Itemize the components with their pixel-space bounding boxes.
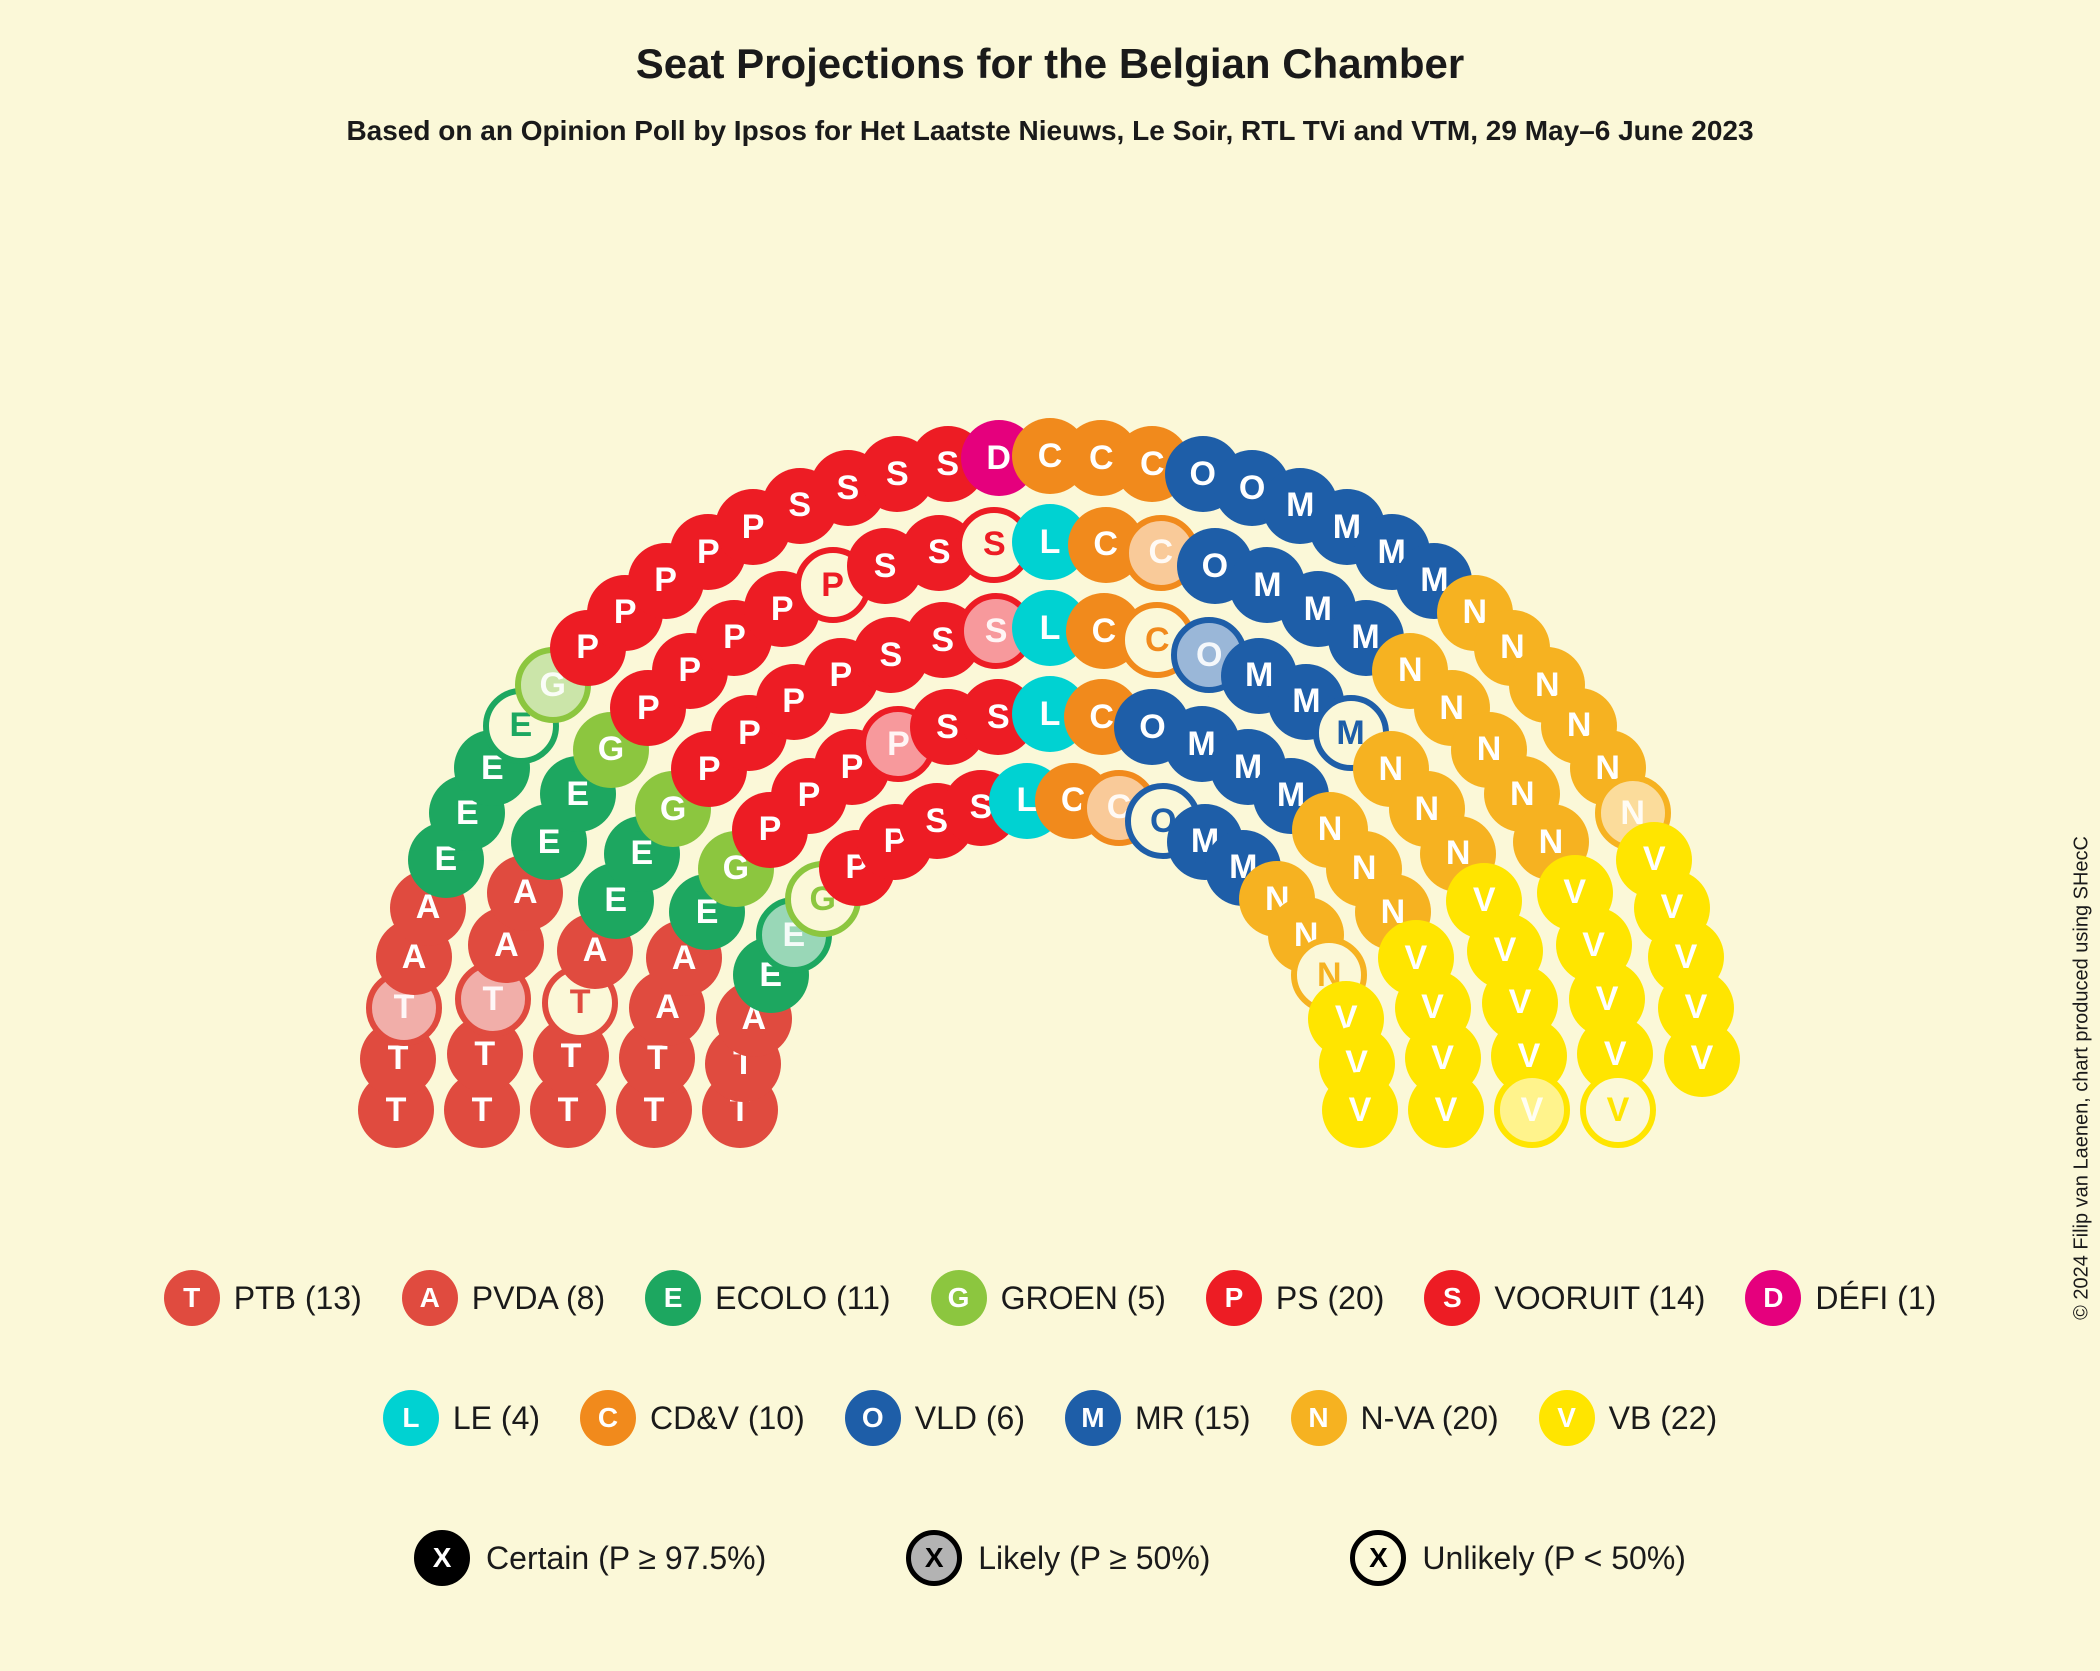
seat-vb: V xyxy=(1664,1021,1740,1097)
legend-swatch-vb: V xyxy=(1539,1390,1595,1446)
legend-swatch-nva: N xyxy=(1291,1390,1347,1446)
page-title: Seat Projections for the Belgian Chamber xyxy=(0,40,2100,88)
legend-label-le: LE (4) xyxy=(453,1400,540,1437)
legend-label-mr: MR (15) xyxy=(1135,1400,1251,1437)
seat-vb: V xyxy=(1494,1072,1570,1148)
legend-item-vb: V VB (22) xyxy=(1539,1390,1717,1446)
page-subtitle: Based on an Opinion Poll by Ipsos for He… xyxy=(0,115,2100,147)
legend-label-ptb: PTB (13) xyxy=(234,1280,362,1317)
legend-item-ecolo: E ECOLO (11) xyxy=(645,1270,890,1326)
prob-label-likely: Likely (P ≥ 50%) xyxy=(978,1540,1210,1577)
legend-item-ptb: T PTB (13) xyxy=(164,1270,362,1326)
credit-text: © 2024 Filip van Laenen, chart produced … xyxy=(2071,836,2094,1320)
legend-label-cdv: CD&V (10) xyxy=(650,1400,805,1437)
legend-item-mr: M MR (15) xyxy=(1065,1390,1251,1446)
legend-label-ecolo: ECOLO (11) xyxy=(715,1280,890,1317)
legend-label-pvda: PVDA (8) xyxy=(472,1280,605,1317)
party-legend-row2: L LE (4) C CD&V (10) O VLD (6) M MR (15) N N-VA (… xyxy=(0,1390,2100,1446)
legend-label-ps: PS (20) xyxy=(1276,1280,1384,1317)
prob-swatch-likely: X xyxy=(906,1530,962,1586)
hemicycle-chart: TTTTTTTTTTTTTAAAAAAAAEEEEEEEEEEEGGGGGPPP… xyxy=(210,210,1890,1110)
legend-swatch-groen: G xyxy=(931,1270,987,1326)
prob-legend-certain: X Certain (P ≥ 97.5%) xyxy=(414,1530,766,1586)
prob-swatch-unlikely: X xyxy=(1350,1530,1406,1586)
legend-swatch-pvda: A xyxy=(402,1270,458,1326)
legend-swatch-defi: D xyxy=(1745,1270,1801,1326)
seat-vb: V xyxy=(1580,1072,1656,1148)
party-legend-row1: T PTB (13) A PVDA (8) E ECOLO (11) G GROEN (5) P… xyxy=(0,1270,2100,1326)
seat-vb: V xyxy=(1322,1072,1398,1148)
prob-swatch-certain: X xyxy=(414,1530,470,1586)
seat-vb: V xyxy=(1408,1072,1484,1148)
legend-swatch-ps: P xyxy=(1206,1270,1262,1326)
legend-swatch-le: L xyxy=(383,1390,439,1446)
legend-swatch-vooruit: S xyxy=(1424,1270,1480,1326)
legend-label-vb: VB (22) xyxy=(1609,1400,1717,1437)
probability-legend: X Certain (P ≥ 97.5%) X Likely (P ≥ 50%) X Un… xyxy=(0,1530,2100,1586)
legend-label-defi: DÉFI (1) xyxy=(1815,1280,1936,1317)
legend-label-vooruit: VOORUIT (14) xyxy=(1494,1280,1705,1317)
legend-item-defi: D DÉFI (1) xyxy=(1745,1270,1936,1326)
legend-item-pvda: A PVDA (8) xyxy=(402,1270,605,1326)
prob-legend-likely: X Likely (P ≥ 50%) xyxy=(906,1530,1210,1586)
legend-item-nva: N N-VA (20) xyxy=(1291,1390,1499,1446)
prob-label-certain: Certain (P ≥ 97.5%) xyxy=(486,1540,766,1577)
prob-legend-unlikely: X Unlikely (P < 50%) xyxy=(1350,1530,1686,1586)
legend-swatch-ecolo: E xyxy=(645,1270,701,1326)
legend-label-vld: VLD (6) xyxy=(915,1400,1025,1437)
legend-item-cdv: C CD&V (10) xyxy=(580,1390,805,1446)
legend-swatch-ptb: T xyxy=(164,1270,220,1326)
legend-label-groen: GROEN (5) xyxy=(1001,1280,1166,1317)
legend-item-groen: G GROEN (5) xyxy=(931,1270,1166,1326)
legend-item-ps: P PS (20) xyxy=(1206,1270,1384,1326)
legend-item-vooruit: S VOORUIT (14) xyxy=(1424,1270,1705,1326)
legend-item-le: L LE (4) xyxy=(383,1390,540,1446)
legend-swatch-mr: M xyxy=(1065,1390,1121,1446)
legend-swatch-cdv: C xyxy=(580,1390,636,1446)
prob-label-unlikely: Unlikely (P < 50%) xyxy=(1422,1540,1686,1577)
legend-label-nva: N-VA (20) xyxy=(1361,1400,1499,1437)
legend-item-vld: O VLD (6) xyxy=(845,1390,1025,1446)
legend-swatch-vld: O xyxy=(845,1390,901,1446)
